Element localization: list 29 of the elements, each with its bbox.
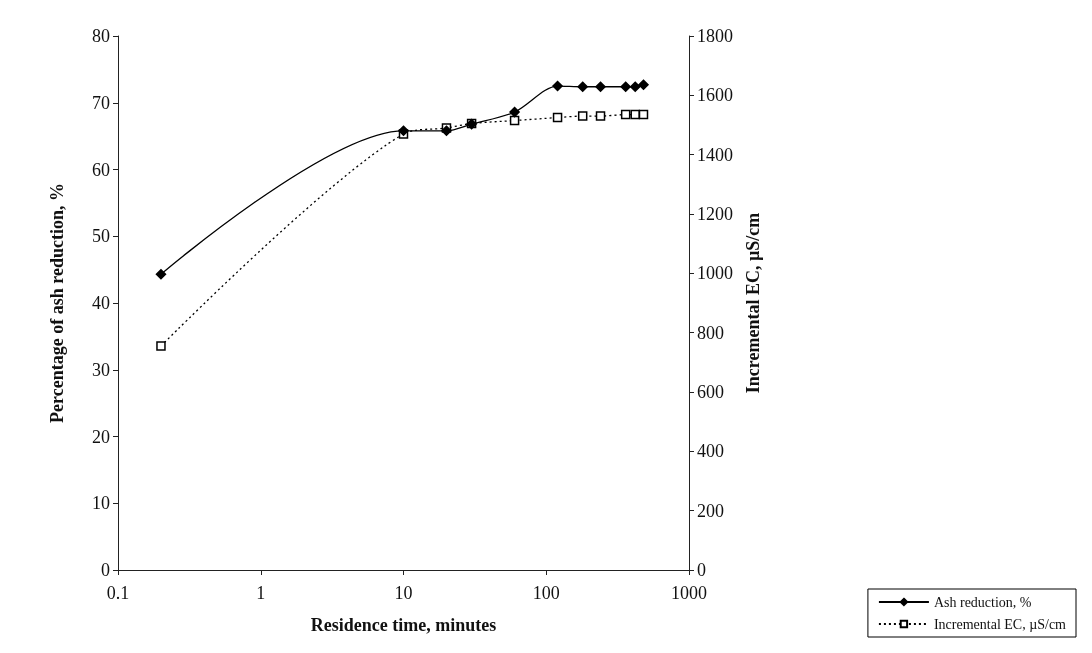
y-tick-label: 30 [92, 359, 110, 380]
y2-tick-label: 200 [697, 500, 724, 521]
x-tick-label: 100 [532, 583, 560, 603]
y2-axis-title: Incremental EC, µS/cm [742, 212, 763, 394]
y2-tick-label: 400 [697, 441, 724, 462]
y-axis-title: Percentage of ash reduction, % [47, 183, 67, 423]
x-tick-label: 1000 [671, 583, 707, 603]
y-tick-label: 50 [92, 226, 110, 247]
legend-label: Ash reduction, % [933, 594, 1032, 610]
y-tick-label: 20 [92, 426, 110, 447]
y-tick-label: 60 [92, 159, 110, 180]
y-tick-label: 70 [92, 92, 110, 113]
y2-tick-label: 1000 [697, 263, 733, 284]
y2-tick-label: 1400 [697, 144, 733, 165]
y2-tick-label: 0 [697, 560, 706, 580]
y2-tick-label: 1200 [697, 204, 733, 224]
y2-tick-label: 600 [697, 382, 724, 402]
y2-tick-label: 1800 [697, 26, 733, 46]
y2-tick-label: 1600 [697, 85, 733, 106]
legend-label: Incremental EC, µS/cm [933, 616, 1067, 632]
y-tick-label: 0 [101, 560, 110, 580]
x-tick-label: 0.1 [106, 583, 130, 603]
y-tick-label: 40 [92, 293, 110, 313]
y-tick-label: 10 [92, 493, 110, 514]
x-axis-title: Residence time, minutes [310, 615, 497, 635]
x-tick-label: 1 [256, 583, 266, 603]
y2-tick-label: 800 [697, 322, 724, 343]
y-tick-label: 80 [92, 26, 110, 46]
x-tick-label: 10 [394, 583, 413, 603]
